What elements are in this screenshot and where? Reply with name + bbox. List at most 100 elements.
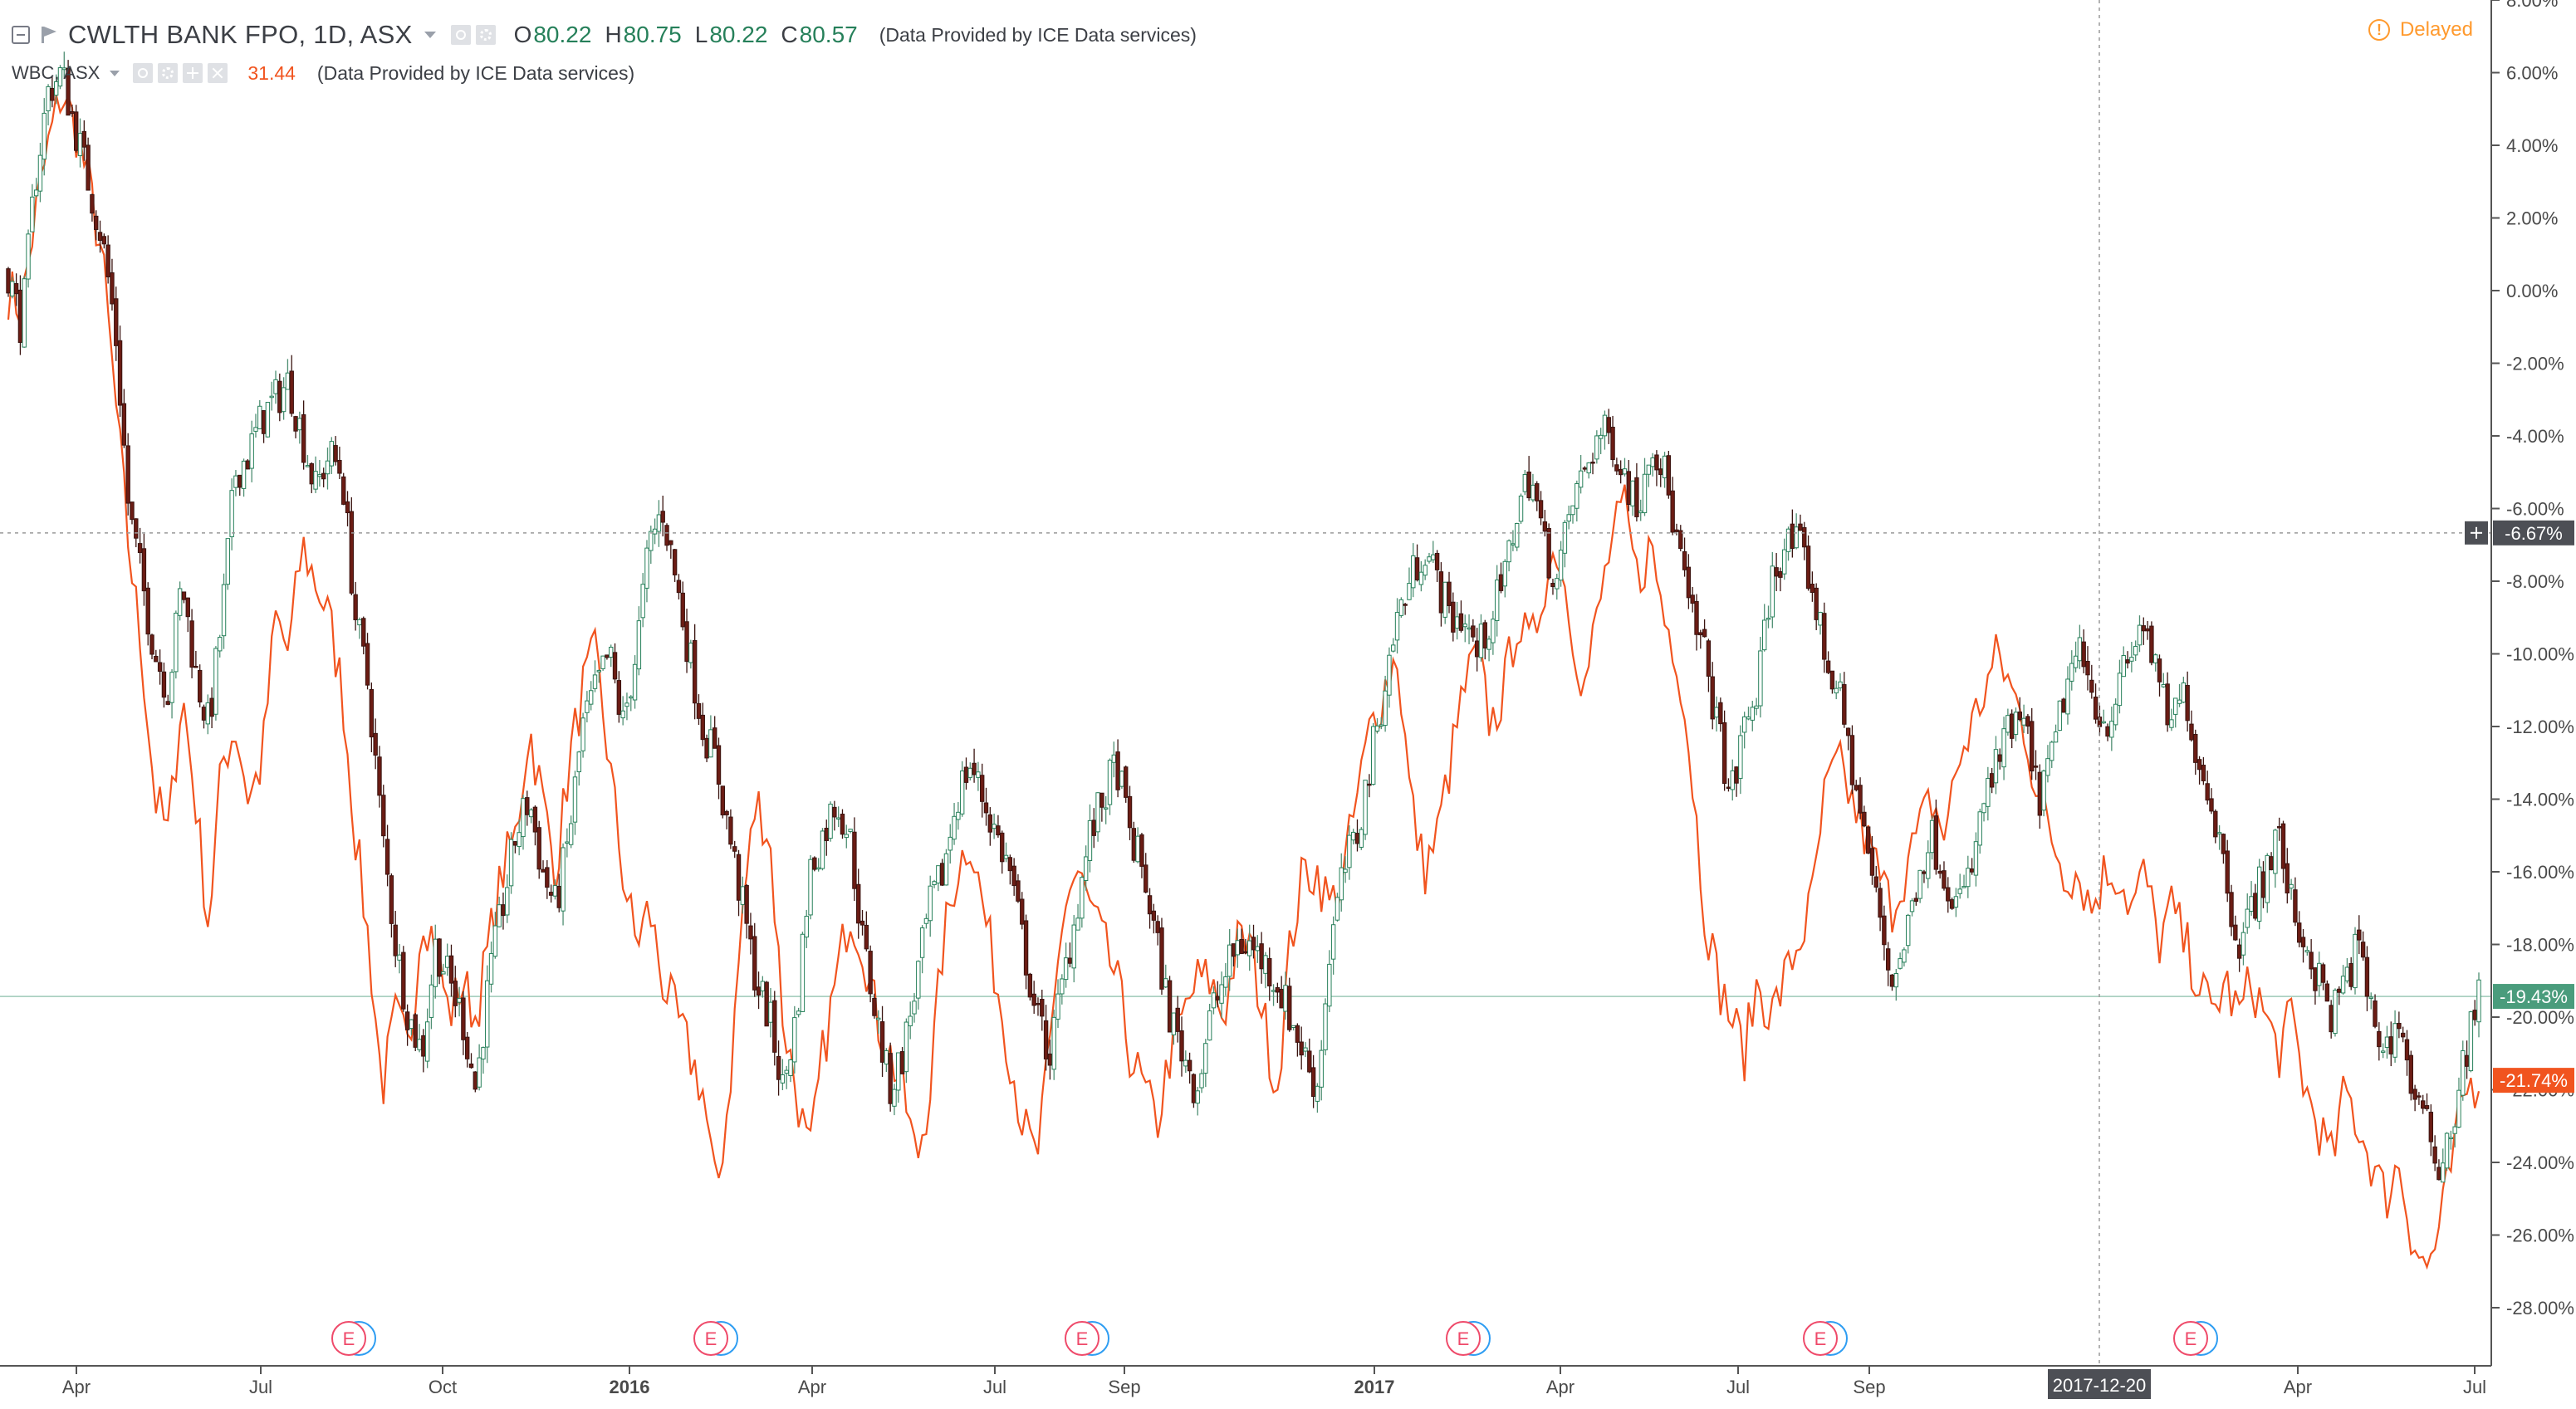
price-tick-label: 6.00% bbox=[2506, 63, 2558, 84]
candle bbox=[2033, 750, 2039, 780]
eye-icon[interactable] bbox=[450, 25, 471, 45]
candle-body bbox=[508, 839, 514, 887]
candle bbox=[94, 210, 99, 241]
earnings-icon[interactable]: E bbox=[1446, 1321, 1491, 1356]
candle-body bbox=[704, 737, 709, 759]
price-tick-label: 4.00% bbox=[2506, 135, 2558, 156]
time-axis[interactable]: Apr Jul Oct 2016 Apr Jul Sep 2017 Apr Jul Sep Apr Ju… bbox=[0, 1365, 2491, 1397]
candle-body bbox=[37, 154, 43, 192]
compare-series-title[interactable]: WBC, ASX bbox=[12, 62, 100, 83]
candle bbox=[66, 60, 71, 116]
delayed-indicator[interactable]: ! Delayed bbox=[2368, 18, 2473, 42]
candle bbox=[780, 1059, 786, 1091]
eye-icon[interactable] bbox=[133, 63, 154, 83]
caret-down-icon[interactable] bbox=[110, 70, 120, 76]
candle bbox=[77, 118, 83, 168]
candle bbox=[1127, 785, 1133, 840]
candle-body bbox=[528, 810, 534, 818]
candle bbox=[568, 815, 574, 849]
candle bbox=[2260, 861, 2266, 908]
candle bbox=[629, 695, 634, 712]
caret-down-icon[interactable] bbox=[424, 32, 436, 38]
candle-body bbox=[1610, 426, 1615, 461]
candle-body bbox=[1678, 530, 1683, 550]
candle-body bbox=[409, 1019, 414, 1030]
earnings-icon[interactable]: E bbox=[2173, 1321, 2218, 1356]
candle bbox=[1814, 583, 1819, 630]
main-series-title[interactable]: CWLTH BANK FPO, 1D, ASX bbox=[68, 20, 413, 49]
candle bbox=[605, 654, 610, 660]
flag-icon[interactable] bbox=[40, 26, 58, 44]
candle bbox=[157, 649, 163, 685]
candle bbox=[1350, 829, 1356, 845]
candle bbox=[764, 981, 769, 1027]
candle bbox=[704, 734, 709, 762]
candle bbox=[1590, 453, 1595, 475]
candle bbox=[1546, 523, 1551, 580]
candle bbox=[844, 824, 849, 849]
gear-icon[interactable] bbox=[158, 63, 179, 83]
candle-body bbox=[2185, 684, 2190, 722]
candle bbox=[840, 809, 845, 839]
candle-body bbox=[576, 751, 581, 773]
earnings-icon[interactable]: E bbox=[331, 1321, 376, 1356]
candle-body bbox=[1494, 580, 1500, 621]
candle bbox=[2373, 994, 2378, 1029]
earnings-icon[interactable]: E bbox=[1065, 1321, 1109, 1356]
candle bbox=[1434, 550, 1440, 582]
candle-body bbox=[1546, 527, 1551, 579]
candle-body bbox=[501, 904, 506, 917]
candle bbox=[1175, 996, 1180, 1043]
candle-body bbox=[241, 460, 247, 489]
candle-body bbox=[46, 86, 51, 111]
candle-body bbox=[2025, 716, 2030, 727]
open-value: 80.22 bbox=[533, 22, 592, 47]
candle bbox=[1515, 522, 1520, 551]
candle bbox=[1383, 675, 1388, 732]
candle bbox=[1247, 924, 1252, 971]
candle bbox=[1873, 865, 1878, 893]
candle-body bbox=[939, 863, 945, 886]
candle bbox=[145, 582, 150, 646]
candle-body bbox=[1555, 578, 1560, 590]
candle bbox=[465, 1031, 470, 1068]
candle bbox=[404, 1004, 410, 1046]
gear-icon[interactable] bbox=[475, 25, 496, 45]
price-tags: -6.67% -19.43% -21.74% bbox=[2465, 520, 2574, 1093]
candle-body bbox=[373, 732, 378, 756]
candle-body bbox=[66, 67, 71, 116]
candle-body bbox=[1051, 1016, 1056, 1070]
candle bbox=[2293, 877, 2298, 927]
candle-body bbox=[2145, 628, 2150, 632]
candle-body bbox=[2137, 624, 2143, 646]
candle bbox=[130, 501, 135, 525]
candle bbox=[1634, 462, 1639, 522]
candle bbox=[501, 893, 506, 930]
candle bbox=[1458, 600, 1464, 633]
earnings-icon[interactable]: E bbox=[693, 1321, 738, 1356]
candle bbox=[1275, 982, 1281, 1003]
compare-last-price-tag-box bbox=[2493, 1068, 2574, 1093]
candle-body bbox=[572, 776, 578, 823]
candle bbox=[257, 399, 262, 430]
candle bbox=[154, 649, 159, 663]
candle-body bbox=[2101, 721, 2106, 724]
plus-icon[interactable] bbox=[2465, 521, 2488, 545]
candle-body bbox=[485, 980, 490, 1048]
candle bbox=[2360, 931, 2366, 961]
candle bbox=[2017, 697, 2022, 722]
candle-body bbox=[828, 803, 833, 839]
collapse-icon[interactable] bbox=[12, 26, 30, 44]
candle-body bbox=[2297, 922, 2302, 943]
candle-body bbox=[22, 278, 27, 348]
candle bbox=[1239, 928, 1244, 955]
candle-body bbox=[154, 655, 159, 663]
close-icon[interactable] bbox=[208, 63, 228, 83]
price-axis[interactable]: 8.00% 6.00% 4.00% 2.00% 0.00% -2.00% -4.00% -6.… bbox=[2490, 0, 2574, 1366]
candle bbox=[2196, 756, 2202, 785]
candle-body bbox=[2265, 854, 2270, 903]
earnings-icon[interactable]: E bbox=[1803, 1321, 1848, 1356]
plus-icon[interactable] bbox=[183, 63, 203, 83]
